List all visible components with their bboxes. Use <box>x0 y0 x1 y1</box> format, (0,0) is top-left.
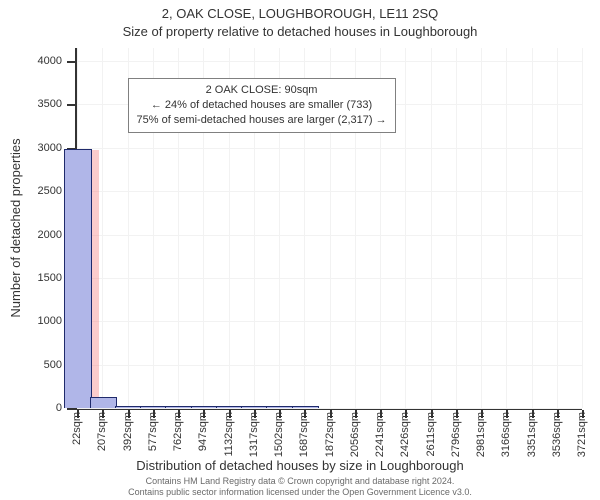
y-tick <box>67 408 75 410</box>
histogram-bar <box>64 149 91 409</box>
callout-line-1: 2 OAK CLOSE: 90sqm <box>137 83 387 98</box>
x-tick-label: 207sqm <box>96 412 108 451</box>
histogram-bar <box>216 406 243 408</box>
x-tick-label: 2241sqm <box>374 412 386 457</box>
histogram-bar <box>140 406 167 408</box>
x-tick-label: 2426sqm <box>399 412 411 457</box>
chart-title: 2, OAK CLOSE, LOUGHBOROUGH, LE11 2SQ <box>0 6 600 21</box>
x-tick-label: 577sqm <box>147 412 159 451</box>
x-tick-label: 2981sqm <box>475 412 487 457</box>
gridline-v <box>582 48 583 408</box>
x-tick-label: 1132sqm <box>223 412 235 456</box>
histogram-bar <box>115 406 142 408</box>
histogram-bar <box>191 406 218 408</box>
footer-line-1: Contains HM Land Registry data © Crown c… <box>0 476 600 487</box>
x-tick-label: 3536sqm <box>551 412 563 457</box>
y-tick-label: 1500 <box>22 272 62 284</box>
gridline-v <box>481 48 482 408</box>
y-tick-label: 2000 <box>22 229 62 241</box>
chart-subtitle: Size of property relative to detached ho… <box>0 24 600 39</box>
x-tick-label: 1872sqm <box>324 412 336 457</box>
x-tick-label: 392sqm <box>122 412 134 451</box>
y-tick-label: 3500 <box>22 98 62 110</box>
x-tick-label: 2796sqm <box>450 412 462 457</box>
y-tick <box>67 61 75 63</box>
x-tick-label: 3166sqm <box>500 412 512 457</box>
x-tick-label: 2056sqm <box>349 412 361 457</box>
x-tick-label: 2611sqm <box>425 412 437 456</box>
x-tick-label: 22sqm <box>71 412 83 445</box>
x-tick-label: 3351sqm <box>526 412 538 457</box>
gridline-h <box>77 408 582 409</box>
x-tick-label: 1502sqm <box>273 412 285 457</box>
y-tick <box>67 104 75 106</box>
y-tick-label: 2500 <box>22 185 62 197</box>
gridline-v <box>532 48 533 408</box>
histogram-bar <box>90 397 117 408</box>
x-tick-label: 1687sqm <box>298 412 310 457</box>
y-tick-label: 1000 <box>22 315 62 327</box>
y-tick-label: 4000 <box>22 55 62 67</box>
footer-attribution: Contains HM Land Registry data © Crown c… <box>0 476 600 498</box>
annotation-callout: 2 OAK CLOSE: 90sqm← 24% of detached hous… <box>128 78 396 133</box>
y-tick-label: 500 <box>22 359 62 371</box>
histogram-bar <box>292 406 319 408</box>
histogram-bar <box>165 406 192 408</box>
x-tick-label: 762sqm <box>172 412 184 451</box>
y-axis-label: Number of detached properties <box>8 49 23 228</box>
x-tick-label: 1317sqm <box>248 412 260 457</box>
callout-line-2: ← 24% of detached houses are smaller (73… <box>137 98 387 113</box>
x-tick-label: 3721sqm <box>576 412 588 457</box>
chart-container: 2, OAK CLOSE, LOUGHBOROUGH, LE11 2SQ Siz… <box>0 0 600 500</box>
x-tick-label: 947sqm <box>197 412 209 451</box>
y-tick-label: 3000 <box>22 142 62 154</box>
gridline-v <box>506 48 507 408</box>
gridline-v <box>405 48 406 408</box>
gridline-v <box>557 48 558 408</box>
gridline-v <box>431 48 432 408</box>
plot-area: 0500100015002000250030003500400022sqm207… <box>75 48 582 410</box>
x-axis-label: Distribution of detached houses by size … <box>0 458 600 473</box>
histogram-bar <box>241 406 268 408</box>
gridline-v <box>456 48 457 408</box>
y-tick-label: 0 <box>22 402 62 414</box>
histogram-bar <box>266 406 293 408</box>
callout-line-3: 75% of semi-detached houses are larger (… <box>137 113 387 128</box>
footer-line-2: Contains public sector information licen… <box>0 487 600 498</box>
gridline-v <box>102 48 103 408</box>
